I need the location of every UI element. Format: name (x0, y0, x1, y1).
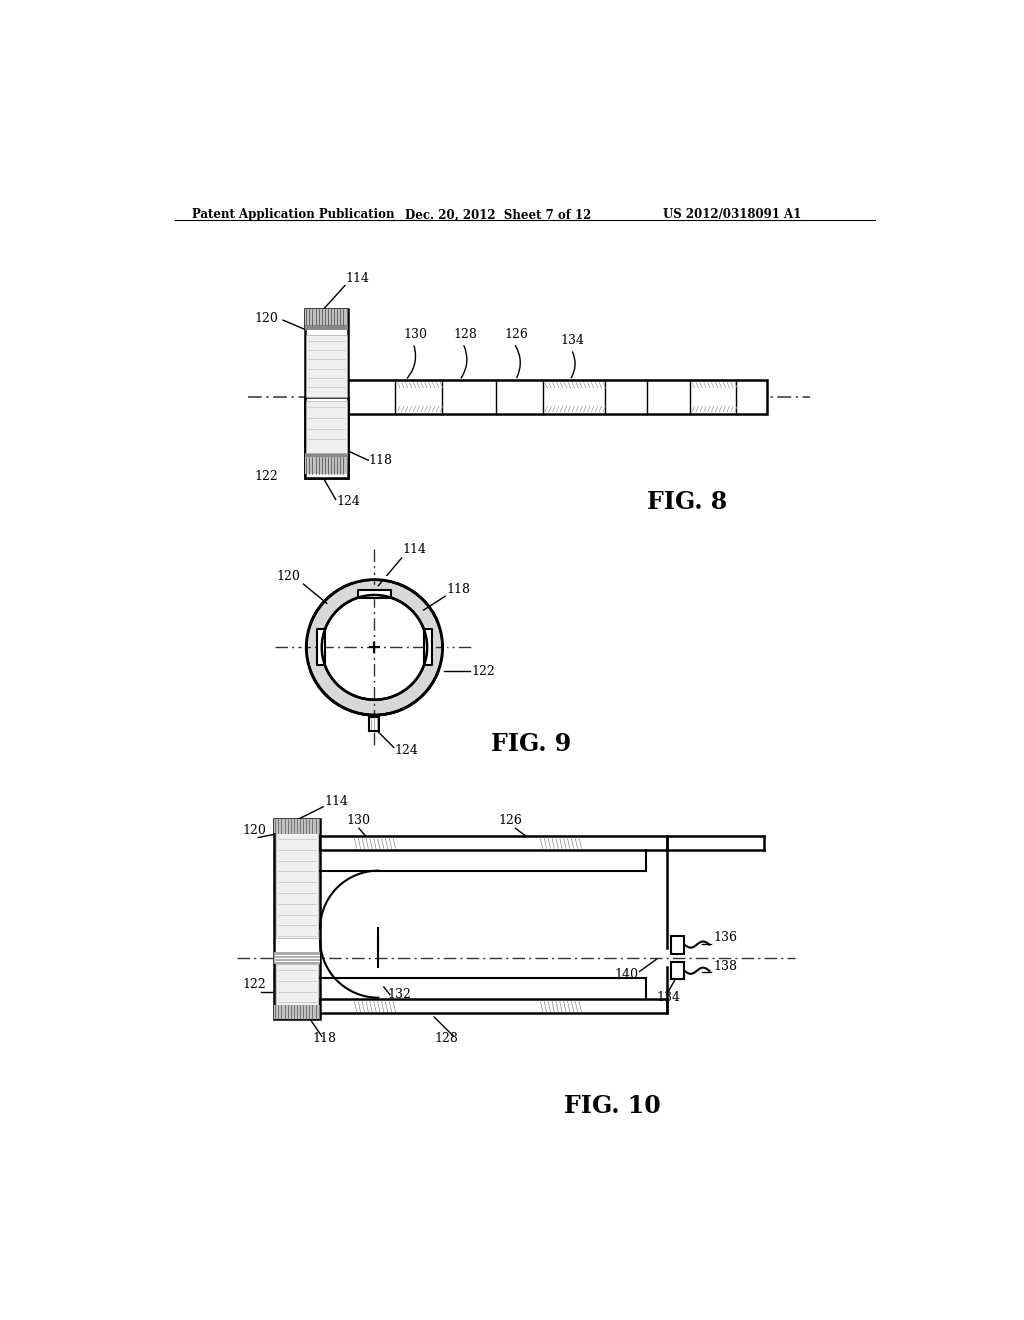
Polygon shape (438, 623, 446, 672)
Polygon shape (302, 623, 310, 672)
Bar (273, 818, 321, 833)
Bar (321, 999, 667, 1014)
Bar (671, 961, 684, 979)
Bar (348, 380, 767, 414)
Bar (273, 818, 321, 1019)
Text: US 2012/0318091 A1: US 2012/0318091 A1 (663, 209, 801, 222)
Bar (273, 952, 321, 964)
Bar (305, 457, 348, 474)
Bar (305, 326, 348, 330)
Text: 130: 130 (403, 327, 427, 341)
Text: 128: 128 (454, 327, 477, 341)
Text: 130: 130 (346, 814, 371, 828)
Text: FIG. 9: FIG. 9 (490, 733, 571, 756)
Polygon shape (317, 630, 325, 665)
Text: 126: 126 (505, 327, 528, 341)
Bar (273, 1006, 321, 1019)
Text: Patent Application Publication: Patent Application Publication (191, 209, 394, 222)
Bar (305, 309, 348, 478)
Text: 118: 118 (312, 1032, 337, 1045)
Bar (305, 309, 348, 326)
Bar (305, 453, 348, 457)
Text: 122: 122 (243, 978, 266, 991)
Bar (306, 401, 346, 453)
Bar (305, 397, 348, 478)
Polygon shape (424, 630, 432, 665)
Bar (276, 833, 317, 939)
Bar (370, 717, 380, 730)
Polygon shape (358, 590, 391, 598)
Bar (306, 335, 346, 397)
Bar (276, 964, 317, 1006)
Bar (671, 936, 684, 954)
Text: FIG. 10: FIG. 10 (563, 1094, 660, 1118)
Text: 134: 134 (560, 334, 585, 347)
Text: 118: 118 (446, 583, 471, 597)
Polygon shape (306, 579, 442, 715)
Text: FIG. 8: FIG. 8 (647, 490, 727, 513)
Text: 120: 120 (276, 570, 300, 583)
Text: 118: 118 (369, 454, 392, 467)
Text: 124: 124 (394, 743, 419, 756)
Text: 122: 122 (471, 665, 495, 678)
Text: 114: 114 (324, 795, 348, 808)
Text: 136: 136 (713, 931, 737, 944)
Text: 134: 134 (656, 991, 681, 1003)
Polygon shape (352, 576, 396, 583)
Text: 122: 122 (254, 470, 279, 483)
Text: 132: 132 (388, 987, 412, 1001)
Text: 126: 126 (499, 814, 522, 828)
Text: 128: 128 (434, 1032, 458, 1045)
Text: 120: 120 (254, 313, 279, 326)
Text: Dec. 20, 2012  Sheet 7 of 12: Dec. 20, 2012 Sheet 7 of 12 (406, 209, 592, 222)
Text: 138: 138 (713, 960, 737, 973)
Text: 120: 120 (243, 825, 266, 837)
Text: 114: 114 (346, 272, 370, 285)
Bar (321, 836, 667, 850)
Text: 114: 114 (402, 544, 426, 557)
Text: 124: 124 (337, 495, 360, 508)
Text: 140: 140 (614, 968, 639, 981)
